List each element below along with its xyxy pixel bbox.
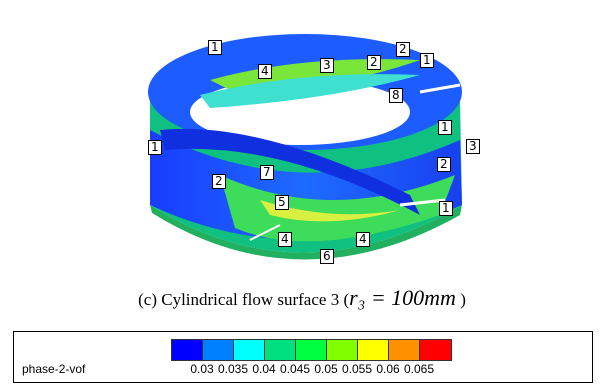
legend-swatch-8 bbox=[420, 340, 451, 360]
legend-tick: 0.06 bbox=[376, 362, 400, 376]
legend-tick: 0.03 bbox=[190, 362, 214, 376]
caption-math: r₃ = 100mm bbox=[349, 285, 456, 310]
label-2-b: 2 bbox=[396, 42, 410, 57]
label-1-d: 1 bbox=[148, 140, 162, 155]
inner-light-band bbox=[200, 74, 420, 108]
legend-swatch-0 bbox=[172, 340, 203, 360]
legend-swatches bbox=[171, 339, 452, 361]
front-yellow-streak bbox=[260, 200, 400, 222]
legend-swatch-6 bbox=[358, 340, 389, 360]
label-2-c: 2 bbox=[437, 157, 451, 172]
legend-tick: 0.04 bbox=[252, 362, 276, 376]
figure-caption: (c) Cylindrical flow surface 3 (r₃ = 100… bbox=[0, 285, 604, 311]
label-6: 6 bbox=[320, 249, 334, 264]
label-4-b: 4 bbox=[278, 232, 292, 247]
diagonal-blue-sweep bbox=[160, 128, 420, 215]
color-legend: phase-2-vof 0.03 0.035 0.04 0.045 0.05 0.055 0… bbox=[13, 331, 593, 383]
label-4-c: 4 bbox=[356, 232, 370, 247]
label-1-b: 1 bbox=[420, 53, 434, 68]
label-3-b: 3 bbox=[466, 139, 480, 154]
white-streak-3 bbox=[249, 224, 281, 241]
legend-tick: 0.05 bbox=[314, 362, 338, 376]
label-5: 5 bbox=[275, 195, 289, 210]
legend-swatch-2 bbox=[234, 340, 265, 360]
label-2-a: 2 bbox=[367, 55, 381, 70]
white-streak-1 bbox=[419, 83, 461, 94]
flow-surface-figure bbox=[148, 34, 462, 260]
label-1-c: 1 bbox=[438, 120, 452, 135]
ring-bottom-edge bbox=[150, 205, 462, 260]
legend-tick: 0.055 bbox=[341, 362, 373, 376]
caption-suffix: ) bbox=[455, 290, 466, 309]
legend-swatch-3 bbox=[265, 340, 296, 360]
legend-swatch-5 bbox=[327, 340, 358, 360]
legend-tick: 0.065 bbox=[403, 362, 435, 376]
legend-swatch-4 bbox=[296, 340, 327, 360]
label-1-e: 1 bbox=[439, 201, 453, 216]
label-2-d: 2 bbox=[212, 174, 226, 189]
label-4-a: 4 bbox=[258, 64, 272, 79]
legend-title: phase-2-vof bbox=[22, 362, 86, 376]
label-7: 7 bbox=[260, 165, 274, 180]
legend-swatch-1 bbox=[203, 340, 234, 360]
caption-prefix: (c) Cylindrical flow surface 3 ( bbox=[138, 290, 350, 309]
white-streak-2 bbox=[399, 198, 446, 207]
legend-swatch-7 bbox=[389, 340, 420, 360]
label-8: 8 bbox=[389, 88, 403, 103]
legend-tick: 0.045 bbox=[279, 362, 311, 376]
label-3-a: 3 bbox=[320, 58, 334, 73]
label-1-a: 1 bbox=[208, 40, 222, 55]
legend-tick: 0.035 bbox=[217, 362, 249, 376]
